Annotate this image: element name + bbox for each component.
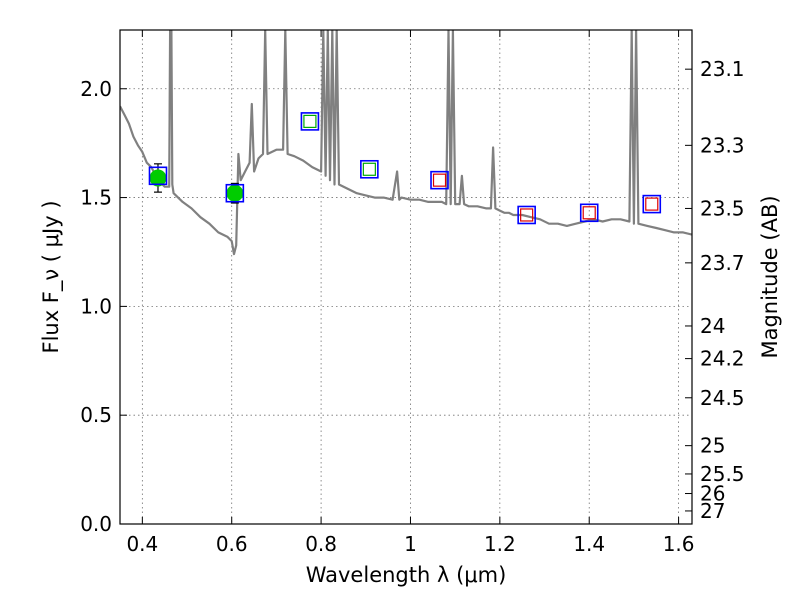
y-tick-label: 1.5 (80, 186, 112, 210)
model-point-square (225, 183, 245, 203)
template-point-square (582, 206, 596, 220)
plot-frame (119, 29, 693, 525)
template-point-square (362, 162, 376, 176)
y-tick-label: 0.0 (80, 512, 112, 536)
x-tick-label: 1.4 (573, 532, 605, 556)
mag-tick-label: 23.3 (700, 133, 745, 157)
x-tick-label: 0.8 (305, 532, 337, 556)
grid-layer (120, 30, 692, 525)
mag-tick-label: 24 (700, 314, 725, 338)
mag-tick-label: 23.7 (700, 251, 745, 275)
mag-tick-label: 24.2 (700, 347, 745, 371)
template-point-square (432, 173, 447, 187)
y-tick-label: 0.5 (80, 403, 112, 427)
model-point-square (360, 159, 379, 179)
model-point-square (642, 194, 662, 214)
x-tick-label: 1.2 (484, 532, 516, 556)
points-layer (148, 112, 662, 225)
mag-tick-label: 25 (700, 434, 725, 458)
model-point-square (579, 203, 599, 223)
mag-tick-label: 24.5 (700, 386, 745, 410)
x-tick-label: 1 (404, 532, 417, 556)
model-point-square (517, 205, 536, 225)
x-axis-label: Wavelength λ (μm) (306, 563, 507, 587)
model-point-square (148, 166, 168, 186)
model-point-square (300, 112, 320, 131)
y-tick-label: 2.0 (80, 77, 112, 101)
x-tick-label: 0.4 (126, 532, 158, 556)
y2-axis-label: Magnitude (AB) (758, 195, 782, 358)
mag-tick-label: 27 (700, 499, 725, 523)
observed-point (226, 184, 244, 202)
model-point-square (430, 170, 449, 190)
template-point-square (520, 208, 534, 222)
mag-tick-label: 23.5 (700, 196, 745, 220)
y-axis-label: Flux F_ν ( μJy ) (39, 200, 64, 353)
spectrum-layer (120, 30, 692, 256)
mag-tick-label: 23.1 (700, 57, 745, 81)
x-tick-label: 0.6 (216, 532, 248, 556)
mag-tick-label: 26 (700, 482, 725, 506)
ticks-layer: 0.4 0.6 0.8 1 1.2 1.4 1.6 0.0 0.5 1.0 1.5 2.0 23.1 23… (80, 30, 745, 556)
y-tick-label: 1.0 (80, 294, 112, 318)
x-tick-label: 1.6 (663, 532, 695, 556)
spectrum-line (120, 30, 692, 256)
template-point-square (645, 197, 659, 211)
template-point-square (303, 114, 317, 129)
mag-tick-label: 25.5 (700, 462, 745, 486)
